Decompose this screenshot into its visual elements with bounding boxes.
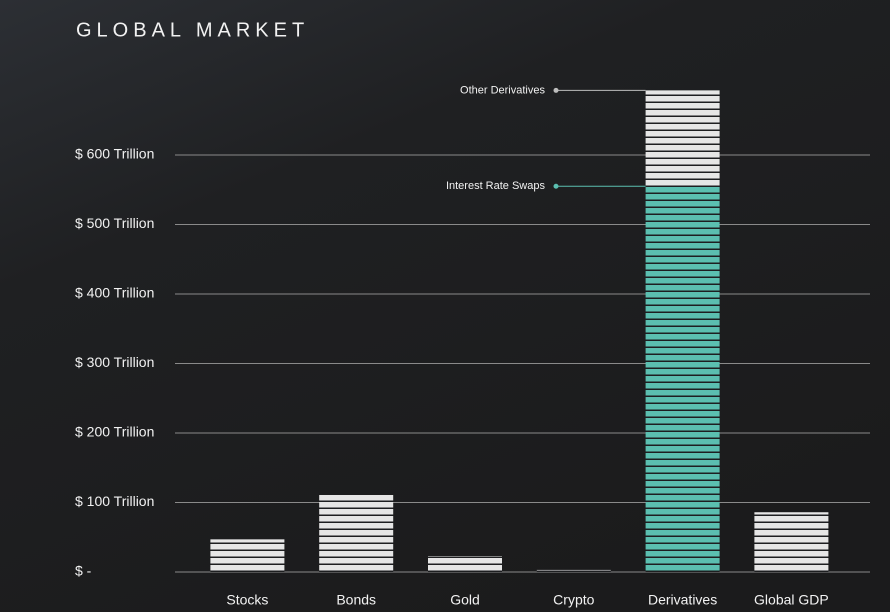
bar — [210, 539, 285, 572]
annotation-label: Interest Rate Swaps — [446, 180, 546, 192]
x-tick-label: Stocks — [226, 592, 268, 608]
bar-segment — [645, 90, 720, 187]
x-tick-label: Gold — [450, 592, 480, 608]
x-tick-label: Global GDP — [754, 592, 829, 608]
y-tick-label: $ 200 Trillion — [75, 424, 154, 440]
chart-title: GLOBAL MARKET — [76, 19, 309, 41]
x-tick-label: Bonds — [336, 592, 376, 608]
y-tick-label: $ 600 Trillion — [75, 146, 154, 162]
bar — [536, 569, 611, 572]
bar — [319, 494, 394, 572]
y-tick-label: $ - — [75, 563, 92, 579]
x-tick-label: Crypto — [553, 592, 594, 608]
y-tick-label: $ 300 Trillion — [75, 354, 154, 370]
bar — [428, 556, 502, 572]
annotation-dot — [553, 87, 559, 93]
y-tick-label: $ 100 Trillion — [75, 493, 154, 509]
y-tick-label: $ 500 Trillion — [75, 215, 154, 231]
annotation-label: Other Derivatives — [460, 84, 545, 96]
annotation-dot — [553, 183, 559, 189]
bar — [754, 512, 829, 572]
y-tick-label: $ 400 Trillion — [75, 285, 154, 301]
x-tick-label: Derivatives — [648, 592, 717, 608]
bar-segment — [645, 186, 720, 572]
